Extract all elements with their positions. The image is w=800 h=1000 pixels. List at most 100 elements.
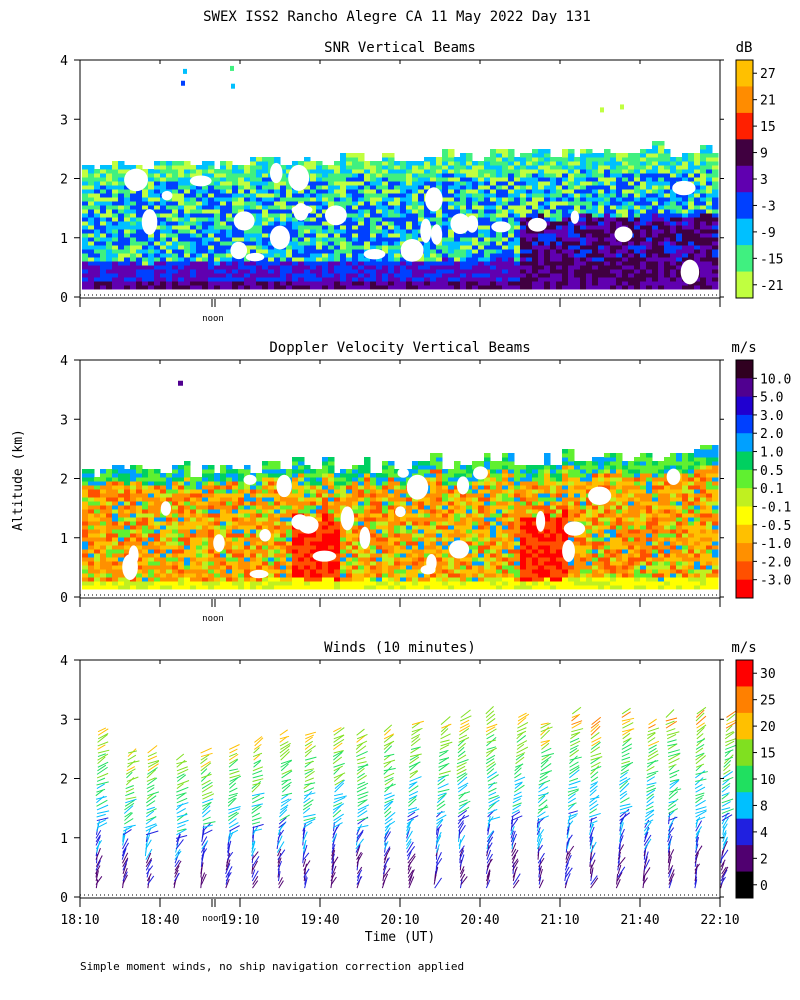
heatmap-cell [154,253,161,258]
heatmap-cell [550,157,557,162]
heatmap-cell [106,505,113,510]
heatmap-cell [250,261,257,266]
heatmap-cell [160,281,167,286]
heatmap-cell [346,257,353,262]
heatmap-cell [220,245,227,250]
heatmap-cell [664,261,671,266]
heatmap-cell [256,165,263,170]
heatmap-cell [136,189,143,194]
heatmap-cell [442,229,449,234]
heatmap-cell [418,285,425,290]
heatmap-cell [232,257,239,262]
heatmap-cell [256,189,263,194]
heatmap-cell [400,193,407,198]
heatmap-cell [274,185,281,190]
heatmap-cell [664,177,671,182]
heatmap-cell [340,573,347,578]
heatmap-cell [442,233,449,238]
heatmap-cell [292,505,299,510]
heatmap-cell [484,237,491,242]
heatmap-cell [514,249,521,254]
heatmap-cell [586,201,593,206]
heatmap-cell [514,285,521,290]
heatmap-cell [694,221,701,226]
heatmap-cell [166,541,173,546]
heatmap-cell [166,585,173,590]
heatmap-cell [520,245,527,250]
heatmap-cell [142,205,149,210]
heatmap-cell [202,281,209,286]
heatmap-cell [160,565,167,570]
heatmap-cell [166,493,173,498]
heatmap-cell [310,225,317,230]
heatmap-cell [526,245,533,250]
heatmap-cell [202,477,209,482]
heatmap-cell [466,209,473,214]
heatmap-cell [196,513,203,518]
heatmap-cell [628,153,635,158]
heatmap-cell [400,273,407,278]
heatmap-cell [298,549,305,554]
heatmap-cell [304,253,311,258]
heatmap-cell [298,529,305,534]
heatmap-cell [328,197,335,202]
heatmap-cell [124,485,131,490]
heatmap-cell [172,277,179,282]
heatmap-cell [322,257,329,262]
heatmap-cell [490,285,497,290]
heatmap-cell [568,273,575,278]
heatmap-cell [352,217,359,222]
heatmap-cell [316,529,323,534]
heatmap-cell [490,265,497,270]
heatmap-cell [526,157,533,162]
heatmap-cell [610,197,617,202]
heatmap-cell [460,261,467,266]
heatmap-cell [226,185,233,190]
heatmap-cell [238,541,245,546]
heatmap-cell [142,481,149,486]
heatmap-cell [706,285,713,290]
heatmap-cell [532,193,539,198]
heatmap-cell [508,201,515,206]
heatmap-cell [352,201,359,206]
heatmap-cell [610,161,617,166]
heatmap-cell [310,577,317,582]
heatmap-cell [658,201,665,206]
heatmap-cell [526,281,533,286]
heatmap-cell [250,197,257,202]
heatmap-cell [688,209,695,214]
heatmap-cell [472,273,479,278]
heatmap-cell [112,517,119,522]
heatmap-cell [490,221,497,226]
heatmap-cell [454,193,461,198]
heatmap-cell [226,561,233,566]
heatmap-cell [322,585,329,590]
heatmap-cell [430,173,437,178]
heatmap-cell [244,181,251,186]
heatmap-cell [322,233,329,238]
heatmap-cell [214,585,221,590]
heatmap-cell [172,221,179,226]
heatmap-cell [454,265,461,270]
heatmap-cell [406,261,413,266]
heatmap-cell [244,233,251,238]
heatmap-cell [628,209,635,214]
heatmap-cell [448,245,455,250]
heatmap-cell [706,201,713,206]
heatmap-cell [382,225,389,230]
heatmap-cell [526,153,533,158]
heatmap-cell [190,565,197,570]
heatmap-cell [496,249,503,254]
heatmap-cell [118,185,125,190]
heatmap-cell [550,213,557,218]
heatmap-cell [340,533,347,538]
heatmap-cell [598,241,605,246]
heatmap-cell [424,277,431,282]
heatmap-cell [520,285,527,290]
heatmap-cell [436,281,443,286]
heatmap-cell [532,233,539,238]
heatmap-cell [268,193,275,198]
heatmap-cell [340,265,347,270]
heatmap-cell [352,229,359,234]
heatmap-cell [160,489,167,494]
